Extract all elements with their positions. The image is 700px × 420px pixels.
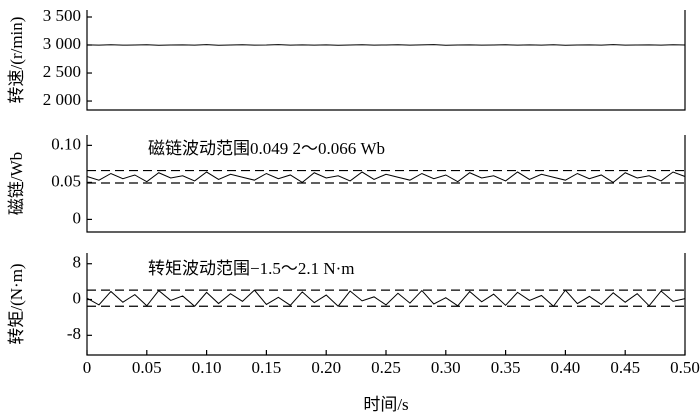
y-tick-label: 8 <box>73 253 82 272</box>
axis-frame <box>86 10 686 111</box>
x-tick-label: 0.20 <box>311 358 341 377</box>
y-tick-label: 3 000 <box>43 34 81 53</box>
x-tick-label: 0.50 <box>670 358 700 377</box>
x-tick-label: 0.05 <box>132 358 162 377</box>
y-tick-label: 2 500 <box>43 62 81 81</box>
y-tick-label: 0.10 <box>51 134 81 153</box>
y-tick-label: 3 500 <box>43 6 81 25</box>
x-tick-label: 0.45 <box>610 358 640 377</box>
x-tick-label: 0.25 <box>371 358 401 377</box>
x-tick-label: 0.15 <box>252 358 282 377</box>
y-axis-label: 转矩/(N·m) <box>7 263 26 344</box>
y-tick-label: 0 <box>73 288 82 307</box>
x-axis-label: 时间/s <box>363 395 408 414</box>
y-tick-label: 0.05 <box>51 171 81 190</box>
y-tick-label: 2 000 <box>43 90 81 109</box>
x-tick-label: 0 <box>83 358 92 377</box>
annotation: 磁链波动范围0.049 2～0.066 Wb <box>148 139 385 158</box>
data-line <box>86 289 686 307</box>
annotation: 转矩波动范围−1.5～2.1 N·m <box>148 259 355 278</box>
data-line <box>86 171 686 184</box>
y-tick-label: -8 <box>67 324 81 343</box>
x-tick-label: 0.35 <box>491 358 521 377</box>
y-tick-label: 0 <box>73 208 82 227</box>
x-tick-label: 0.10 <box>192 358 222 377</box>
y-axis-label: 转速/(r/min) <box>7 17 26 104</box>
y-axis-label: 磁链/Wb <box>7 152 26 215</box>
x-tick-label: 0.30 <box>431 358 461 377</box>
x-tick-label: 0.40 <box>551 358 581 377</box>
data-line <box>86 44 686 46</box>
